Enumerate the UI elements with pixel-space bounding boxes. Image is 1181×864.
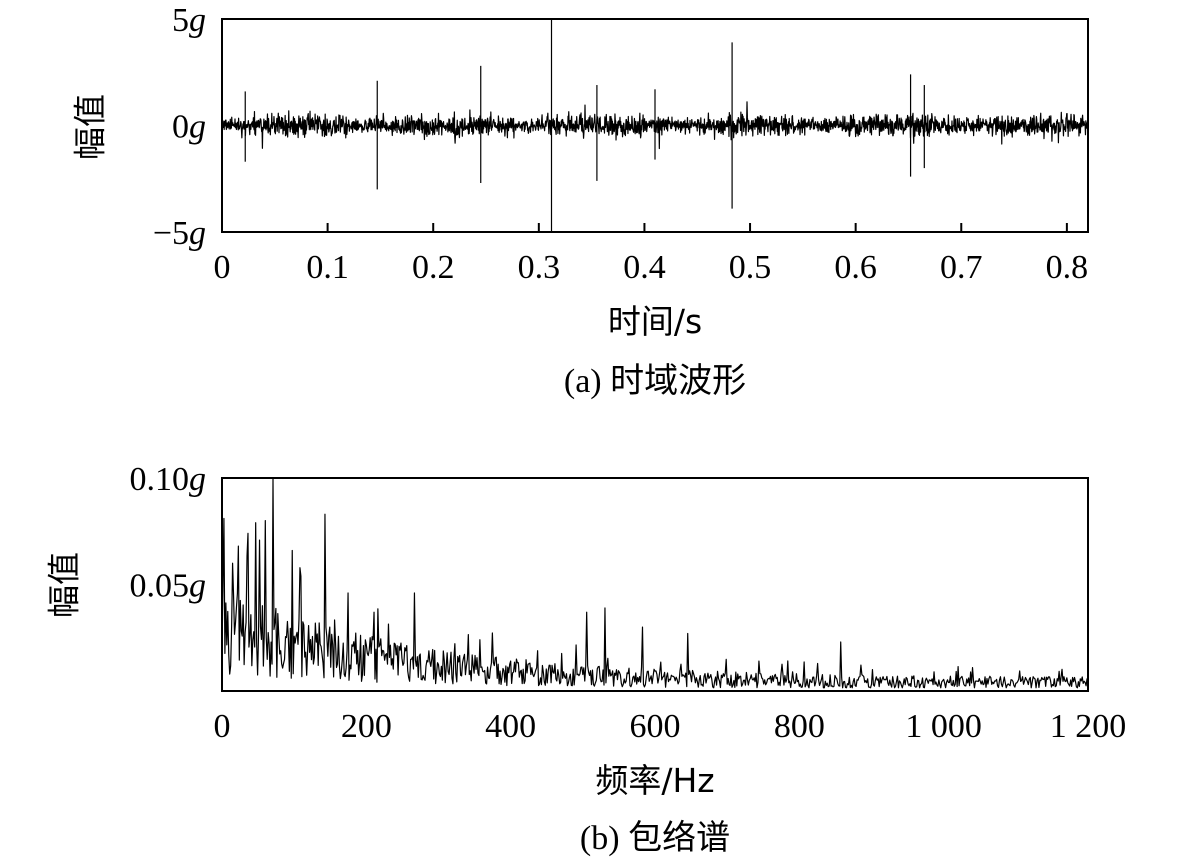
spectrum-x-tick-label: 200 — [341, 708, 392, 745]
envelope-spectrum-series — [221, 477, 1089, 689]
time-x-tick-label: 0.6 — [834, 249, 877, 286]
time-chart-caption: (a) 时域波形 — [564, 362, 746, 400]
time-y-tick-label: 5g — [172, 2, 206, 39]
time-x-axis-label: 时间/s — [608, 302, 702, 341]
spectrum-plot-frame — [221, 477, 1089, 692]
time-x-axis: 0 0.1 0.2 0.3 0.4 0.5 0.6 0.7 0.8 — [214, 223, 1089, 286]
time-waveform-series — [221, 19, 1089, 232]
time-y-axis-label: 幅值 — [71, 94, 110, 160]
time-x-tick-label: 0.4 — [623, 249, 666, 286]
time-y-axis: 5g 0g −5g — [153, 2, 231, 252]
spectrum-x-axis: 0 200 400 600 800 1 000 1 200 — [214, 708, 1127, 745]
time-x-tick-label: 0.8 — [1046, 249, 1089, 286]
spectrum-x-tick-label: 0 — [214, 708, 231, 745]
time-x-tick-label: 0.7 — [940, 249, 983, 286]
time-x-tick-label: 0.3 — [518, 249, 561, 286]
spectrum-line — [221, 477, 1089, 689]
envelope-spectrum-chart: 0 200 400 600 800 1 000 1 200 0.10g 0.05g 幅值 频率… — [45, 461, 1127, 857]
spectrum-x-tick-label: 600 — [630, 708, 681, 745]
spectrum-y-tick-label: 0.05g — [130, 568, 207, 605]
time-y-tick-label: −5g — [153, 215, 206, 252]
time-y-tick-label: 0g — [172, 109, 206, 146]
spectrum-x-tick-label: 400 — [485, 708, 536, 745]
time-x-tick-label: 0.2 — [412, 249, 455, 286]
time-domain-chart: 0 0.1 0.2 0.3 0.4 0.5 0.6 0.7 0.8 5g 0g −5g 幅值 时间/… — [71, 2, 1089, 400]
spectrum-chart-caption: (b) 包络谱 — [580, 819, 730, 857]
time-x-tick-label: 0.1 — [306, 249, 349, 286]
spectrum-x-tick-label: 800 — [774, 708, 825, 745]
spectrum-x-tick-label: 1 200 — [1050, 708, 1127, 745]
time-x-tick-label: 0 — [214, 249, 231, 286]
spectrum-x-axis-label: 频率/Hz — [595, 761, 714, 800]
spectrum-y-axis-label: 幅值 — [45, 552, 84, 618]
spectrum-y-tick-label: 0.10g — [130, 461, 207, 498]
time-x-tick-label: 0.5 — [729, 249, 772, 286]
spectrum-x-tick-label: 1 000 — [905, 708, 982, 745]
spectrum-y-axis: 0.10g 0.05g — [130, 461, 207, 605]
